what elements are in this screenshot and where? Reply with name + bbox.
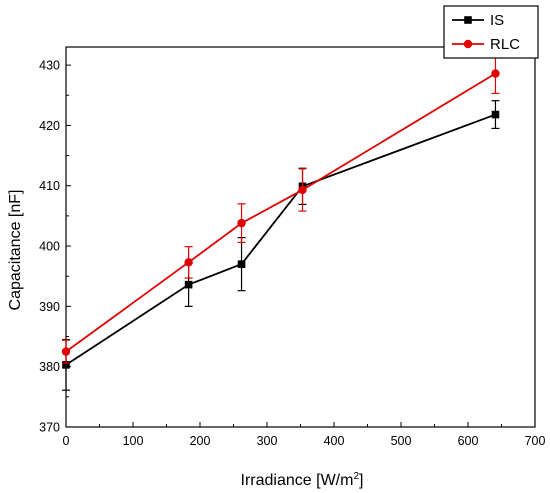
legend-label-rlc: RLC: [490, 36, 520, 53]
y-tick-label: 420: [39, 119, 60, 133]
series-is-point: [237, 260, 246, 268]
legend-label-is: IS: [490, 12, 504, 29]
legend-box: [443, 5, 539, 59]
x-tick-label: 600: [458, 434, 479, 448]
x-tick-label: 300: [257, 434, 278, 448]
series-rlc-point: [61, 347, 71, 356]
series-layer: [61, 53, 500, 391]
x-tick-label: 500: [391, 434, 412, 448]
legend-marker-is: [464, 16, 472, 24]
legend-item-rlc: RLC: [452, 36, 520, 53]
y-tick-label: 380: [39, 360, 60, 374]
y-tick-label: 400: [39, 240, 60, 254]
x-axis-title: Irradiance [W/m2]: [241, 471, 364, 489]
x-tick-label: 0: [63, 434, 70, 448]
y-tick-label: 390: [39, 300, 60, 314]
series-rlc-point: [298, 185, 307, 195]
series-rlc-point: [184, 258, 193, 267]
x-tick-label: 700: [525, 434, 546, 448]
axes: 0 100 200 300 400 500 600 700 370 380 390 400 410 420…: [39, 59, 545, 448]
series-rlc-point: [491, 69, 500, 78]
y-axis-title: Capacitance [nF]: [7, 190, 24, 311]
series-is-point: [491, 110, 500, 119]
series-rlc: [61, 53, 500, 364]
y-tick-label: 370: [39, 421, 60, 435]
x-axis-title-suffix: ]: [359, 472, 363, 489]
series-rlc-point: [237, 218, 246, 228]
x-tick-label: 200: [190, 434, 211, 448]
x-tick-label: 100: [123, 434, 144, 448]
x-axis-title-main: Irradiance [W/m: [241, 472, 354, 489]
plot-area: [65, 46, 536, 428]
legend-marker-rlc: [463, 39, 473, 49]
series-is-point: [184, 280, 193, 289]
y-tick-label: 430: [39, 59, 60, 73]
x-axis-title-superscript: 2: [353, 471, 359, 482]
series-is-point: [62, 361, 70, 369]
legend: IS RLC: [443, 5, 539, 59]
x-tick-label: 400: [324, 434, 345, 448]
y-tick-label: 410: [39, 179, 60, 193]
legend-item-is: IS: [452, 12, 504, 29]
plot-frame: [65, 46, 536, 428]
